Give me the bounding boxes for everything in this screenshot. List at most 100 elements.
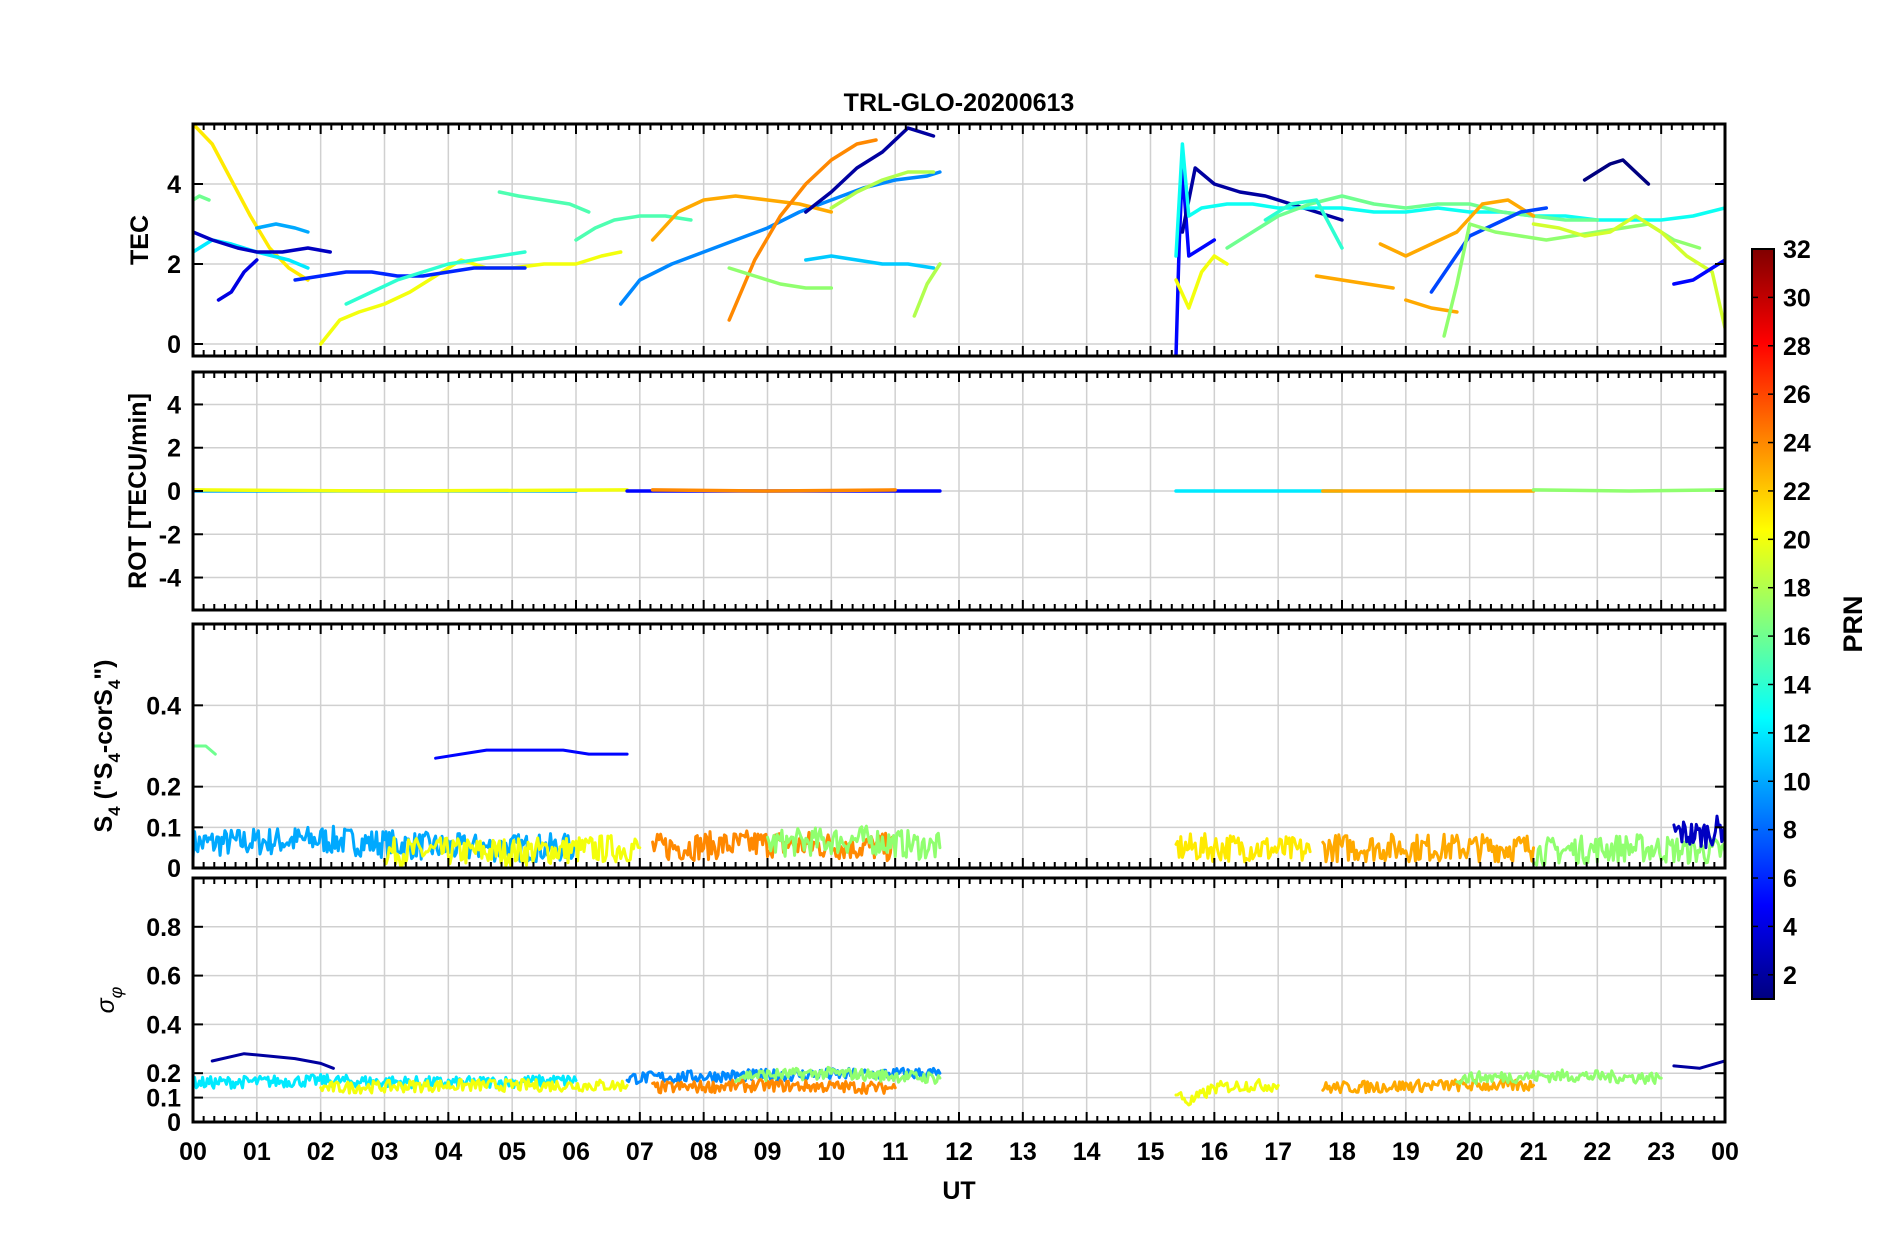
rot-ytick-labels: -4 -2 0 2 4 — [159, 391, 181, 592]
x-tick-label: 13 — [1009, 1138, 1037, 1166]
x-tick-label: 08 — [690, 1138, 718, 1166]
series-line-prn-20 — [193, 488, 629, 493]
series-line-prn-21 — [1174, 832, 1312, 864]
s4-ylabel-text: S4 ("S4-corS4") — [90, 660, 124, 833]
s4-ytick-labels: 0 0.1 0.2 0.4 — [146, 692, 181, 883]
series-line-prn-3 — [193, 230, 332, 254]
tec-lines — [193, 124, 1725, 356]
series-line-prn-9 — [618, 170, 942, 306]
s4-ylabel: S4 ("S4-corS4") — [90, 660, 124, 833]
colorbar-tick-label: 28 — [1783, 333, 1811, 361]
x-tick-label: 05 — [498, 1138, 526, 1166]
x-tick-label: 19 — [1392, 1138, 1420, 1166]
x-tick-label: 20 — [1456, 1138, 1484, 1166]
series-line-prn-14 — [1263, 198, 1344, 250]
rot-ylabel: ROT [TECU/min] — [124, 393, 152, 589]
y-tick-label: 0.4 — [146, 1011, 181, 1039]
panel-sigma-phi: 00.10.2 0.4 0.6 0.8 σφ — [92, 876, 1727, 1137]
series-line-prn-17 — [734, 1065, 942, 1085]
series-line-prn-13 — [1174, 142, 1725, 258]
x-tick-label: 16 — [1200, 1138, 1228, 1166]
series-line-prn-1 — [1582, 158, 1651, 186]
y-tick-label: 0 — [167, 331, 181, 359]
y-tick-label: 0.1 — [146, 1085, 181, 1113]
s4-lines — [193, 744, 1725, 868]
x-tick-label: 10 — [817, 1138, 845, 1166]
colorbar-tick-label: 20 — [1783, 526, 1811, 554]
s4-grid — [193, 624, 1725, 869]
s4-ticks — [192, 624, 1726, 869]
series-line-prn-17 — [727, 266, 834, 290]
series-line-prn-11 — [804, 254, 936, 270]
series-line-prn-2 — [804, 126, 936, 214]
series-line-prn-16 — [193, 194, 211, 202]
series-line-prn-2 — [1180, 166, 1344, 234]
colorbar-tick-label: 14 — [1783, 671, 1811, 699]
x-tick-label: 03 — [371, 1138, 399, 1166]
colorbar-tick-label: 18 — [1783, 575, 1811, 603]
y-tick-label: 0.2 — [146, 774, 181, 802]
tec-ytick-labels: 0 2 4 — [167, 171, 181, 359]
x-tick-label: 18 — [1328, 1138, 1356, 1166]
colorbar-tick-label: 32 — [1783, 236, 1811, 264]
series-line-prn-23 — [1378, 198, 1536, 258]
rot-ticks — [192, 372, 1726, 610]
x-tick-label: 07 — [626, 1138, 654, 1166]
colorbar-tick-label: 22 — [1783, 478, 1811, 506]
series-line-prn-12 — [193, 1073, 578, 1090]
y-tick-label: -2 — [159, 521, 181, 549]
colorbar-label: PRN — [1838, 595, 1868, 652]
series-line-prn-24 — [650, 488, 897, 493]
series-line-prn-23 — [650, 194, 834, 242]
series-line-prn-2 — [1672, 1059, 1725, 1070]
x-tick-label: 22 — [1583, 1138, 1611, 1166]
y-tick-label: 2 — [167, 251, 181, 279]
series-line-prn-24 — [651, 1078, 897, 1095]
x-tick-label: 00 — [179, 1138, 207, 1166]
colorbar-tick-label: 4 — [1783, 913, 1797, 941]
x-tick-label: 14 — [1073, 1138, 1101, 1166]
panel-tec: 0 2 4 TEC — [126, 122, 1727, 359]
series-line-prn-24 — [727, 138, 878, 322]
series-line-prn-15 — [497, 190, 591, 214]
colorbar-tick-label: 10 — [1783, 768, 1811, 796]
sigma-ylabel: σφ — [92, 986, 126, 1013]
y-tick-label: 0.2 — [146, 1060, 181, 1088]
series-line-prn-23 — [1321, 1077, 1535, 1095]
series-line-prn-2 — [210, 1052, 335, 1070]
series-line-prn-19 — [1531, 214, 1725, 330]
series-line-prn-15 — [574, 214, 693, 242]
figure-title: TRL-GLO-20200613 — [844, 89, 1075, 117]
colorbar-tick-label: 30 — [1783, 284, 1811, 312]
y-tick-label: 0 — [167, 478, 181, 506]
y-tick-label: -4 — [159, 565, 181, 593]
x-tick-label: 09 — [754, 1138, 782, 1166]
colorbar-tick-label: 6 — [1783, 865, 1797, 893]
series-line-prn-17 — [1455, 1068, 1663, 1086]
x-axis-label: UT — [942, 1177, 975, 1205]
x-tick-label: 17 — [1264, 1138, 1292, 1166]
x-tick-label: 06 — [562, 1138, 590, 1166]
series-line-prn-17 — [1532, 833, 1725, 867]
panel-rot: -4 -2 0 2 4 ROT [TECU/min] — [124, 370, 1727, 612]
x-tick-label: 04 — [434, 1138, 462, 1166]
x-tick-label: 15 — [1137, 1138, 1165, 1166]
y-tick-label: 0 — [167, 855, 181, 883]
y-tick-label: 4 — [167, 391, 181, 419]
x-tick-label: 02 — [307, 1138, 335, 1166]
x-tick-label: 11 — [882, 1138, 909, 1166]
colorbar-tick-label: 24 — [1783, 430, 1811, 458]
x-tick-label: 21 — [1520, 1138, 1548, 1166]
y-tick-label: 0.4 — [146, 692, 181, 720]
rot-lines — [193, 488, 1725, 493]
series-line-prn-20 — [383, 834, 642, 868]
series-line-prn-3 — [1672, 814, 1725, 850]
series-line-prn-14 — [344, 250, 527, 306]
series-line-prn-20 — [1174, 254, 1229, 310]
tec-grid — [193, 124, 1725, 356]
colorbar-tick-label: 2 — [1783, 962, 1797, 990]
series-line-prn-20 — [318, 250, 623, 346]
series-line-prn-18 — [829, 170, 936, 210]
